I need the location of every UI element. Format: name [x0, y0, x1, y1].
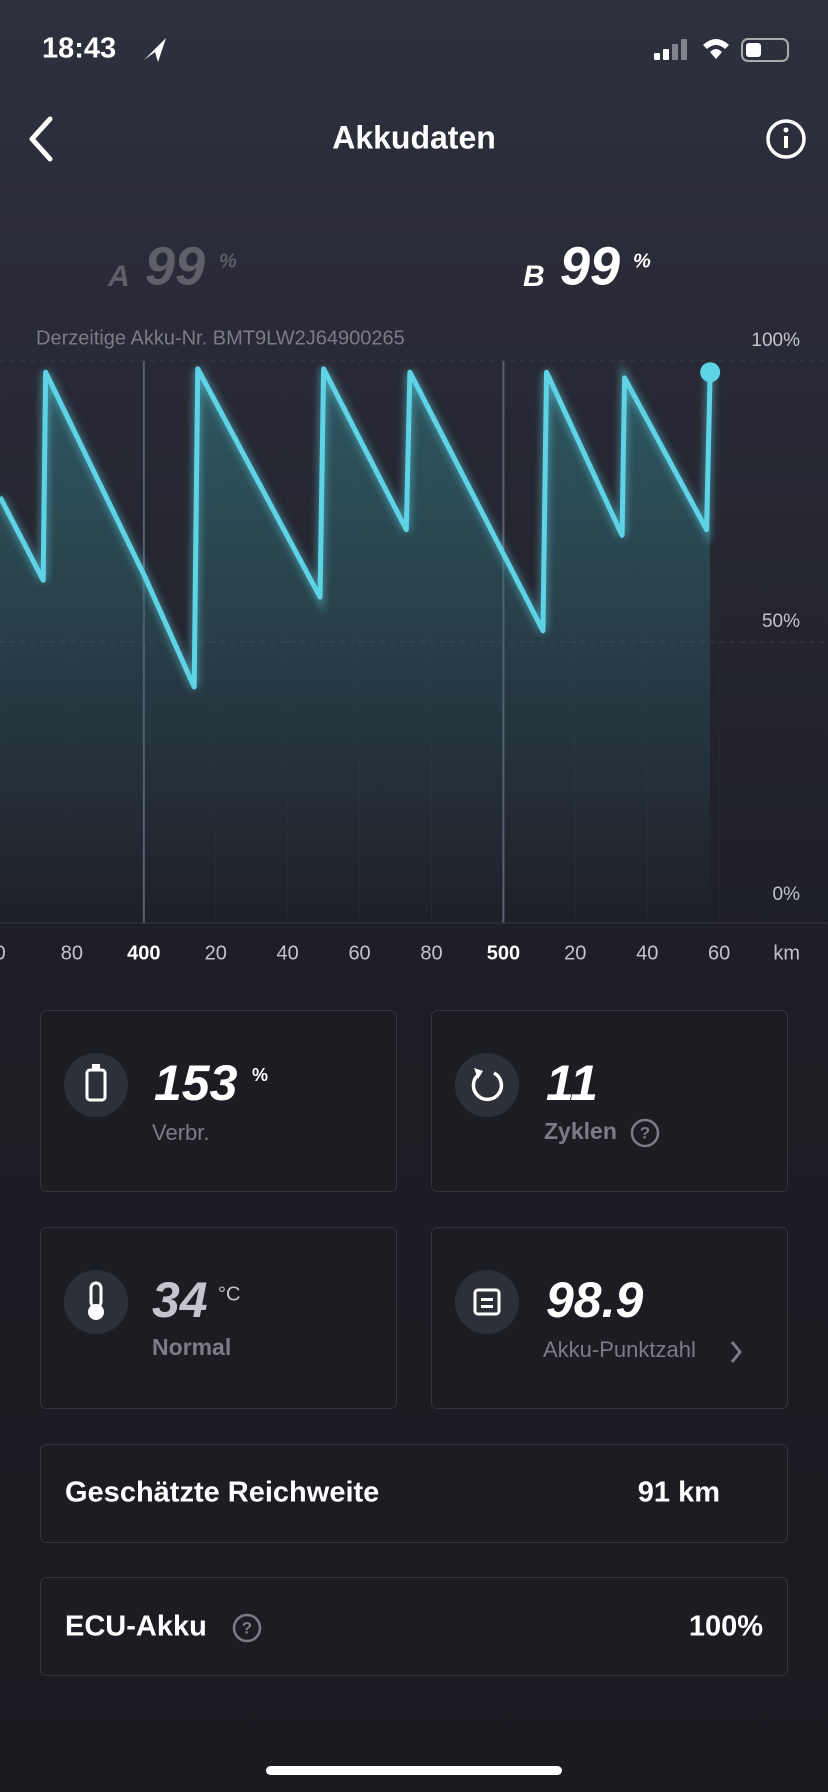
battery-unit: % — [219, 250, 237, 272]
help-icon[interactable]: ? — [630, 1118, 660, 1148]
help-icon[interactable]: ? — [232, 1613, 262, 1643]
card-value: 98.9 — [546, 1272, 644, 1328]
card-temperature: 34 °C Normal — [40, 1227, 397, 1409]
y-tick-label: 100% — [751, 330, 800, 351]
battery-icon — [741, 38, 789, 62]
home-indicator — [266, 1766, 562, 1775]
page-title: Akkudaten — [332, 119, 496, 155]
area-fill — [0, 368, 711, 923]
card-unit: % — [252, 1065, 268, 1085]
line — [0, 366, 713, 690]
chart: 0 80 400 20 40 60 80 500 20 40 60 km 0% 50% 100% — [0, 330, 827, 964]
row-value: 91 km — [638, 1477, 720, 1509]
card-consumption: 153 % Verbr. — [40, 1010, 397, 1192]
card-value: 11 — [546, 1055, 598, 1111]
card-label: Zyklen — [544, 1118, 617, 1144]
row-value: 100% — [689, 1611, 763, 1643]
x-axis-unit: km — [773, 942, 800, 964]
x-tick-label: 400 — [127, 942, 160, 964]
battery-a[interactable]: A 99 % — [107, 236, 237, 296]
back-button[interactable] — [29, 116, 53, 162]
card-label: Verbr. — [152, 1120, 209, 1145]
battery-serial: Derzeitige Akku-Nr. BMT9LW2J64900265 — [36, 327, 405, 349]
battery-level — [746, 43, 761, 57]
y-tick-label: 0% — [773, 884, 801, 905]
card-value: 153 — [154, 1055, 238, 1111]
ecu-row: ECU-Akku ? 100% — [40, 1577, 788, 1676]
x-tick-label: 80 — [420, 942, 442, 964]
chevron — [730, 1341, 742, 1363]
x-tick-label: 60 — [708, 942, 730, 964]
x-tick-label: 0 — [0, 942, 6, 964]
row-label: Geschätzte Reichweite — [65, 1477, 379, 1509]
range-row: Geschätzte Reichweite 91 km — [40, 1444, 788, 1543]
status-time: 18:43 — [42, 33, 116, 65]
row-label: ECU-Akku — [65, 1611, 207, 1643]
wifi-icon — [703, 39, 729, 59]
card-score[interactable]: 98.9 Akku-Punktzahl — [431, 1227, 788, 1409]
svg-text:?: ? — [242, 1618, 252, 1637]
x-tick-label: 20 — [564, 942, 586, 964]
card-cycles: 11 Zyklen ? — [431, 1010, 788, 1192]
x-tick-label: 40 — [277, 942, 299, 964]
location-icon — [144, 38, 166, 62]
battery-unit: % — [633, 250, 651, 272]
x-tick-label: 20 — [205, 942, 227, 964]
card-value: 34 — [152, 1272, 208, 1328]
signal-icon — [654, 39, 687, 60]
end-marker — [700, 362, 721, 383]
battery-label: A — [107, 260, 130, 293]
x-tick-label: 40 — [636, 942, 658, 964]
card-label: Akku-Punktzahl — [543, 1337, 696, 1362]
svg-text:?: ? — [640, 1123, 650, 1142]
info-button[interactable] — [766, 119, 806, 159]
card-label: Normal — [152, 1334, 231, 1360]
x-tick-label: 80 — [61, 942, 83, 964]
battery-value: 99 — [145, 236, 205, 296]
y-tick-label: 50% — [762, 611, 800, 632]
battery-value: 99 — [560, 236, 620, 296]
card-unit: °C — [218, 1283, 240, 1305]
x-tick-label: 500 — [487, 942, 520, 964]
battery-b[interactable]: B 99 % — [523, 236, 651, 296]
x-tick-label: 60 — [348, 942, 370, 964]
battery-label: B — [523, 260, 545, 293]
